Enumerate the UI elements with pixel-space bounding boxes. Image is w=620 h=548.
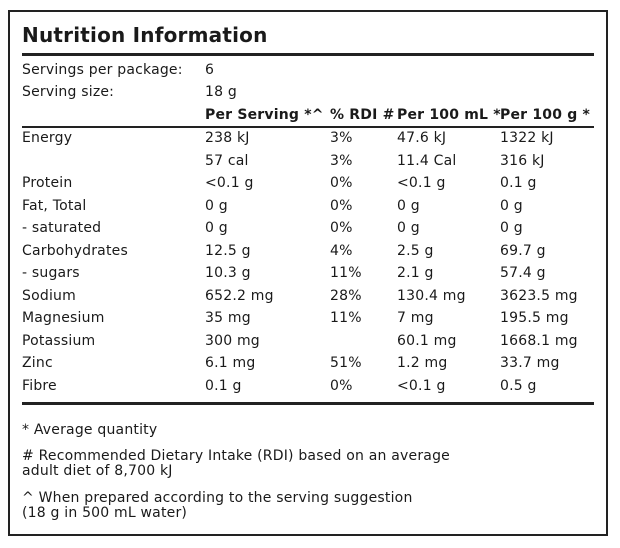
row-label: Carbohydrates bbox=[22, 242, 128, 259]
cell: 300 mg bbox=[205, 332, 260, 349]
cell: 130.4 mg bbox=[397, 287, 466, 304]
row-label: Magnesium bbox=[22, 310, 105, 326]
column-header: % RDI # bbox=[330, 107, 395, 123]
cell: 10.3 g bbox=[205, 265, 251, 281]
footnote: ^ When prepared according to the serving… bbox=[22, 490, 413, 506]
cell: 47.6 kJ bbox=[397, 130, 447, 146]
row-label: Fat, Total bbox=[22, 197, 87, 214]
row-label: Potassium bbox=[22, 332, 96, 349]
cell: 11% bbox=[330, 310, 362, 326]
footnote: (18 g in 500 mL water) bbox=[22, 505, 188, 521]
cell: 11% bbox=[330, 265, 362, 281]
serving-value: 18 g bbox=[205, 84, 237, 100]
cell: 11.4 Cal bbox=[397, 152, 457, 169]
cell: 0 g bbox=[500, 197, 523, 214]
column-header: Per 100 mL * bbox=[397, 107, 501, 123]
serving-label: Servings per package: bbox=[22, 62, 183, 78]
cell: 0% bbox=[330, 175, 353, 191]
cell: 12.5 g bbox=[205, 242, 251, 259]
cell: <0.1 g bbox=[397, 175, 446, 191]
cell: 0 g bbox=[205, 197, 228, 214]
title: Nutrition Information bbox=[22, 23, 268, 47]
row-label: - sugars bbox=[22, 265, 80, 281]
cell: 316 kJ bbox=[500, 152, 545, 169]
header-rule bbox=[22, 126, 594, 128]
cell: 3% bbox=[330, 152, 353, 169]
cell: 1322 kJ bbox=[500, 130, 554, 146]
row-label: Fibre bbox=[22, 377, 57, 394]
cell: 2.5 g bbox=[397, 242, 434, 259]
cell: 57 cal bbox=[205, 152, 249, 169]
cell: 57.4 g bbox=[500, 265, 546, 281]
column-header: Per 100 g * bbox=[500, 107, 591, 123]
footnote: # Recommended Dietary Intake (RDI) based… bbox=[22, 448, 450, 464]
cell: 69.7 g bbox=[500, 242, 546, 259]
row-label: Sodium bbox=[22, 287, 76, 304]
cell: 28% bbox=[330, 287, 362, 304]
cell: 3623.5 mg bbox=[500, 287, 578, 304]
cell: 7 mg bbox=[397, 310, 434, 326]
serving-label: Serving size: bbox=[22, 84, 115, 100]
cell: 238 kJ bbox=[205, 130, 250, 146]
cell: 0.1 g bbox=[500, 175, 537, 191]
cell: 0% bbox=[330, 377, 353, 394]
cell: 0.1 g bbox=[205, 377, 242, 394]
title-rule bbox=[22, 53, 594, 56]
cell: 0 g bbox=[397, 220, 420, 236]
cell: 60.1 mg bbox=[397, 332, 457, 349]
cell: 35 mg bbox=[205, 310, 251, 326]
nutrition-panel: Nutrition Information Servings per packa… bbox=[8, 10, 608, 536]
cell: <0.1 g bbox=[397, 377, 446, 394]
cell: 4% bbox=[330, 242, 353, 259]
cell: 0 g bbox=[500, 220, 523, 236]
row-label: Energy bbox=[22, 130, 73, 146]
cell: 0% bbox=[330, 220, 353, 236]
cell: 33.7 mg bbox=[500, 355, 560, 371]
cell: 652.2 mg bbox=[205, 287, 274, 304]
cell: 51% bbox=[330, 355, 362, 371]
row-label: - saturated bbox=[22, 220, 102, 236]
cell: <0.1 g bbox=[205, 175, 254, 191]
cell: 6.1 mg bbox=[205, 355, 256, 371]
footnote: * Average quantity bbox=[22, 422, 158, 438]
serving-value: 6 bbox=[205, 62, 215, 78]
footer-rule bbox=[22, 402, 594, 405]
cell: 0% bbox=[330, 197, 353, 214]
cell: 1.2 mg bbox=[397, 355, 448, 371]
cell: 0.5 g bbox=[500, 377, 537, 394]
cell: 0 g bbox=[397, 197, 420, 214]
cell: 3% bbox=[330, 130, 353, 146]
cell: 2.1 g bbox=[397, 265, 434, 281]
cell: 1668.1 mg bbox=[500, 332, 578, 349]
cell: 195.5 mg bbox=[500, 310, 569, 326]
column-header: Per Serving *^ bbox=[205, 107, 324, 123]
cell: 0 g bbox=[205, 220, 228, 236]
row-label: Protein bbox=[22, 175, 73, 191]
footnote: adult diet of 8,700 kJ bbox=[22, 463, 173, 479]
row-label: Zinc bbox=[22, 355, 53, 371]
